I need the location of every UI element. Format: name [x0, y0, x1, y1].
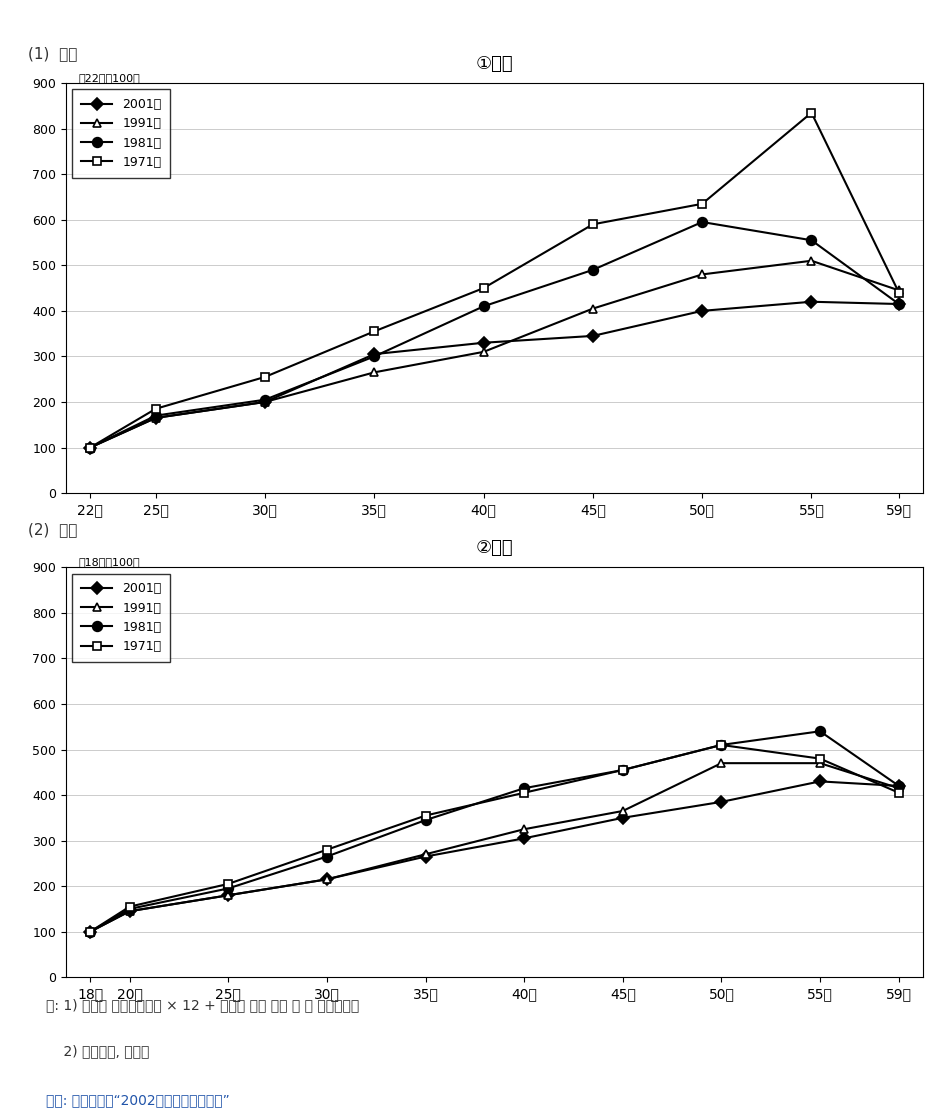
1971年 [716, 738, 727, 751]
1991年 [617, 804, 628, 818]
1991年 [259, 396, 270, 409]
2001年 [85, 925, 96, 938]
2001年 [222, 889, 234, 902]
2001年 [368, 348, 380, 361]
Legend: 2001年, 1991年, 1981年, 1971年: 2001年, 1991年, 1981年, 1971年 [73, 90, 171, 177]
1991年 [893, 781, 904, 794]
2001年 [85, 441, 96, 454]
2001年 [893, 297, 904, 310]
2001年 [696, 305, 707, 318]
1981年 [587, 264, 598, 277]
1991年 [893, 284, 904, 297]
Line: 1981年: 1981年 [86, 217, 903, 452]
1981年 [478, 299, 489, 312]
1981年 [893, 779, 904, 792]
Line: 1971年: 1971年 [86, 109, 903, 452]
1981年 [420, 813, 431, 827]
2001年 [478, 336, 489, 349]
1971年 [321, 843, 333, 856]
1981年 [518, 781, 529, 794]
1971年 [222, 878, 234, 891]
Line: 2001年: 2001年 [86, 298, 903, 452]
1991年 [587, 301, 598, 315]
1991年 [805, 254, 817, 267]
2001年 [321, 873, 333, 886]
1981年 [321, 850, 333, 863]
1971年 [478, 281, 489, 295]
1991年 [124, 904, 136, 917]
1991年 [478, 346, 489, 359]
Text: 주: 1) 임금은 소정내급여액 × 12 + 전년의 연간 상여 그 외 특별급여액: 주: 1) 임금은 소정내급여액 × 12 + 전년의 연간 상여 그 외 특별… [46, 998, 359, 1013]
1971年 [587, 217, 598, 230]
1971年 [85, 925, 96, 938]
1981年 [716, 738, 727, 751]
1971年 [85, 441, 96, 454]
Legend: 2001年, 1991年, 1981年, 1971年: 2001年, 1991年, 1981年, 1971年 [73, 574, 171, 661]
1981年 [85, 925, 96, 938]
Line: 2001年: 2001年 [86, 777, 903, 936]
1991年 [85, 441, 96, 454]
2001年 [617, 811, 628, 824]
1971年 [805, 106, 817, 120]
1981年 [893, 297, 904, 310]
Text: （18歳＝100）: （18歳＝100） [78, 557, 139, 567]
1971年 [893, 787, 904, 800]
1981年 [805, 234, 817, 247]
2001年 [814, 774, 825, 788]
2001年 [518, 832, 529, 845]
Text: 2) 기업규모, 산업계: 2) 기업규모, 산업계 [46, 1045, 150, 1058]
1971年 [617, 763, 628, 777]
1991年 [814, 757, 825, 770]
1981年 [368, 350, 380, 363]
1991年 [321, 873, 333, 886]
1971年 [124, 900, 136, 913]
1981年 [259, 393, 270, 407]
2001年 [420, 850, 431, 863]
1991年 [716, 757, 727, 770]
2001年 [587, 329, 598, 342]
1991年 [85, 925, 96, 938]
Text: (1)  대졸: (1) 대졸 [28, 45, 77, 61]
1971年 [893, 286, 904, 299]
1981年 [85, 441, 96, 454]
2001年 [259, 396, 270, 409]
1981年 [150, 409, 161, 422]
2001年 [150, 411, 161, 424]
2001年 [893, 779, 904, 792]
Line: 1981年: 1981年 [86, 727, 903, 936]
Text: （22歳＝100）: （22歳＝100） [78, 73, 139, 83]
Title: ②高卒: ②高卒 [476, 540, 513, 557]
1991年 [150, 411, 161, 424]
2001年 [716, 796, 727, 809]
1971年 [150, 402, 161, 416]
1971年 [259, 370, 270, 383]
Line: 1991年: 1991年 [86, 759, 903, 936]
1991年 [222, 889, 234, 902]
Title: ①大卒: ①大卒 [476, 55, 513, 73]
1971年 [814, 752, 825, 766]
2001年 [124, 904, 136, 917]
1991年 [368, 366, 380, 379]
Line: 1971年: 1971年 [86, 741, 903, 936]
Text: (2)  고졸: (2) 고졸 [28, 522, 77, 537]
1991年 [420, 848, 431, 861]
1971年 [368, 325, 380, 338]
1971年 [518, 787, 529, 800]
1981年 [814, 725, 825, 738]
1981年 [617, 763, 628, 777]
Line: 1991年: 1991年 [86, 257, 903, 452]
1971年 [420, 809, 431, 822]
Text: 자료: 厉生労働県“2002年版厉生労働白書”: 자료: 厉生労働県“2002年版厉生労働白書” [46, 1094, 230, 1107]
1971年 [696, 197, 707, 211]
1991年 [518, 822, 529, 835]
1981年 [222, 882, 234, 895]
1981年 [124, 902, 136, 915]
1981年 [696, 215, 707, 228]
1991年 [696, 268, 707, 281]
2001年 [805, 295, 817, 308]
